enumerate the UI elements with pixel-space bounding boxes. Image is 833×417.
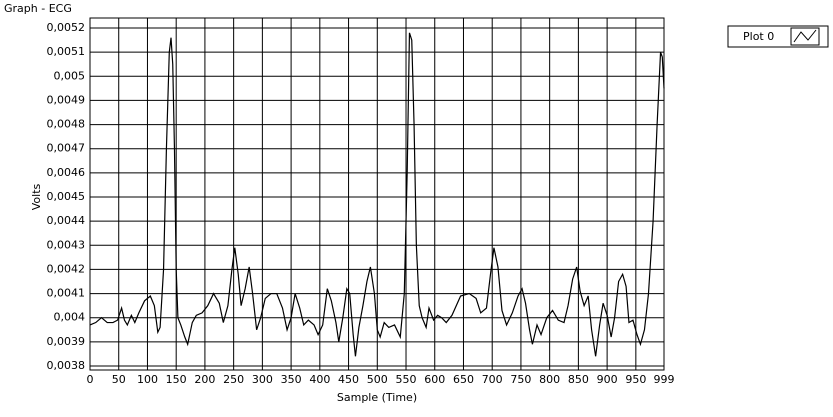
- y-tick-label: 0,005: [54, 69, 86, 82]
- y-tick-label: 0,0052: [47, 21, 86, 34]
- data-line: [89, 32, 665, 357]
- x-tick-label: 300: [252, 373, 273, 386]
- x-tick-label: 50: [112, 373, 126, 386]
- y-tick-label: 0,0046: [47, 166, 86, 179]
- x-tick-label: 900: [597, 373, 618, 386]
- x-tick-label: 600: [424, 373, 445, 386]
- x-tick-label: 650: [453, 373, 474, 386]
- y-tick-label: 0,0049: [47, 93, 86, 106]
- x-tick-label: 450: [338, 373, 359, 386]
- y-tick-label: 0,0041: [47, 287, 86, 300]
- x-axis-label: Sample (Time): [337, 391, 417, 404]
- x-tick-label: 750: [510, 373, 531, 386]
- y-axis-label: Volts: [30, 183, 43, 210]
- x-tick-label: 400: [309, 373, 330, 386]
- y-tick-label: 0,0051: [47, 45, 86, 58]
- x-tick-label: 0: [87, 373, 94, 386]
- x-tick-label: 100: [137, 373, 158, 386]
- x-tick-label: 200: [194, 373, 215, 386]
- y-tick-label: 0,0042: [47, 262, 86, 275]
- x-tick-label: 999: [654, 373, 675, 386]
- x-tick-label: 500: [367, 373, 388, 386]
- y-tick-label: 0,0048: [47, 118, 86, 131]
- y-tick-label: 0,0043: [47, 238, 86, 251]
- y-tick-label: 0,0047: [47, 142, 86, 155]
- y-tick-label: 0,0044: [47, 214, 86, 227]
- y-tick-label: 0,0038: [47, 359, 86, 372]
- legend-label: Plot 0: [743, 30, 774, 43]
- x-tick-label: 950: [625, 373, 646, 386]
- x-tick-label: 550: [396, 373, 417, 386]
- x-tick-label: 350: [281, 373, 302, 386]
- x-tick-label: 150: [166, 373, 187, 386]
- y-tick-label: 0,004: [54, 311, 86, 324]
- x-tick-label: 850: [568, 373, 589, 386]
- chart-title: Graph - ECG: [4, 2, 72, 15]
- x-tick-label: 700: [482, 373, 503, 386]
- y-tick-label: 0,0045: [47, 190, 86, 203]
- legend-swatch: [793, 29, 817, 43]
- y-tick-label: 0,0039: [47, 335, 86, 348]
- x-tick-label: 800: [539, 373, 560, 386]
- x-tick-label: 250: [223, 373, 244, 386]
